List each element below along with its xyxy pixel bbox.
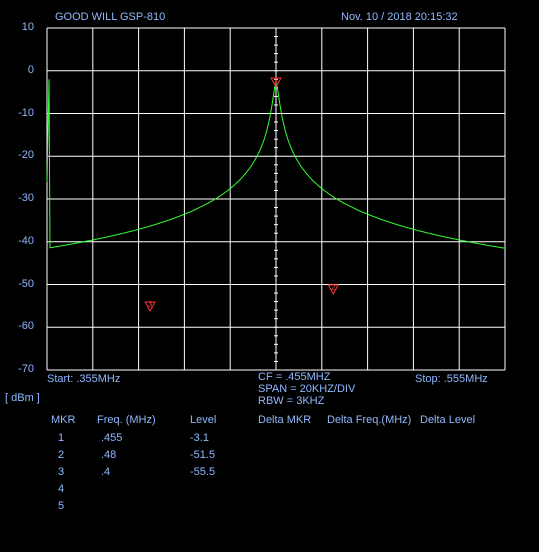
table-row-freq: .48	[101, 449, 117, 461]
y-tick-label: -30	[18, 192, 34, 204]
marker-1-icon	[270, 77, 282, 89]
y-tick-label: -20	[18, 149, 34, 162]
y-tick-label: -10	[18, 106, 34, 119]
table-row-freq: .455	[101, 432, 123, 444]
table-row-level: -55.5	[190, 466, 216, 478]
table-row-mkr: 2	[58, 449, 65, 461]
table-row-mkr: 1	[58, 432, 65, 444]
start-frequency: Start: .355MHz	[47, 373, 121, 385]
marker-3-icon	[144, 301, 156, 313]
table-row-freq: .4	[101, 466, 111, 478]
y-tick-label: -70	[18, 363, 34, 375]
y-tick-label: 0	[27, 63, 34, 76]
span: SPAN = 20KHZ/DIV	[258, 383, 356, 395]
unit-label: [ dBm ]	[5, 392, 40, 404]
table-row-mkr: 4	[58, 483, 65, 495]
marker-2-icon	[327, 284, 340, 295]
col-header-delta-level: Delta Level	[420, 414, 476, 426]
table-row-mkr: 5	[58, 500, 65, 512]
y-tick-label: -50	[18, 277, 34, 290]
table-row-mkr: 3	[58, 466, 65, 478]
spectrum-trace	[46, 79, 506, 249]
col-header-mkr: MKR	[51, 414, 76, 426]
y-tick-label: -40	[18, 234, 34, 247]
col-header-delta-freq: Delta Freq.(MHz)	[327, 414, 412, 426]
y-tick-label: 10	[21, 21, 34, 33]
table-row-level: -3.1	[190, 432, 209, 444]
col-header-delta-mkr: Delta MKR	[258, 414, 312, 426]
rbw: RBW = 3KHZ	[258, 395, 325, 407]
col-header-freq: Freq. (MHz)	[97, 414, 156, 426]
device-title: GOOD WILL GSP-810	[55, 11, 166, 23]
col-header-level: Level	[190, 414, 217, 426]
stop-frequency: Stop: .555MHz	[415, 373, 488, 385]
center-frequency: CF = .455MHZ	[258, 371, 331, 383]
marker-3-label: 3	[148, 300, 153, 309]
marker-1-label: 1	[274, 76, 279, 85]
y-tick-label: -60	[18, 320, 34, 333]
table-row-level: -51.5	[190, 449, 216, 461]
date-time: Nov. 10 / 2018 20:15:32	[341, 11, 458, 23]
marker-2-label: 2	[331, 283, 336, 292]
